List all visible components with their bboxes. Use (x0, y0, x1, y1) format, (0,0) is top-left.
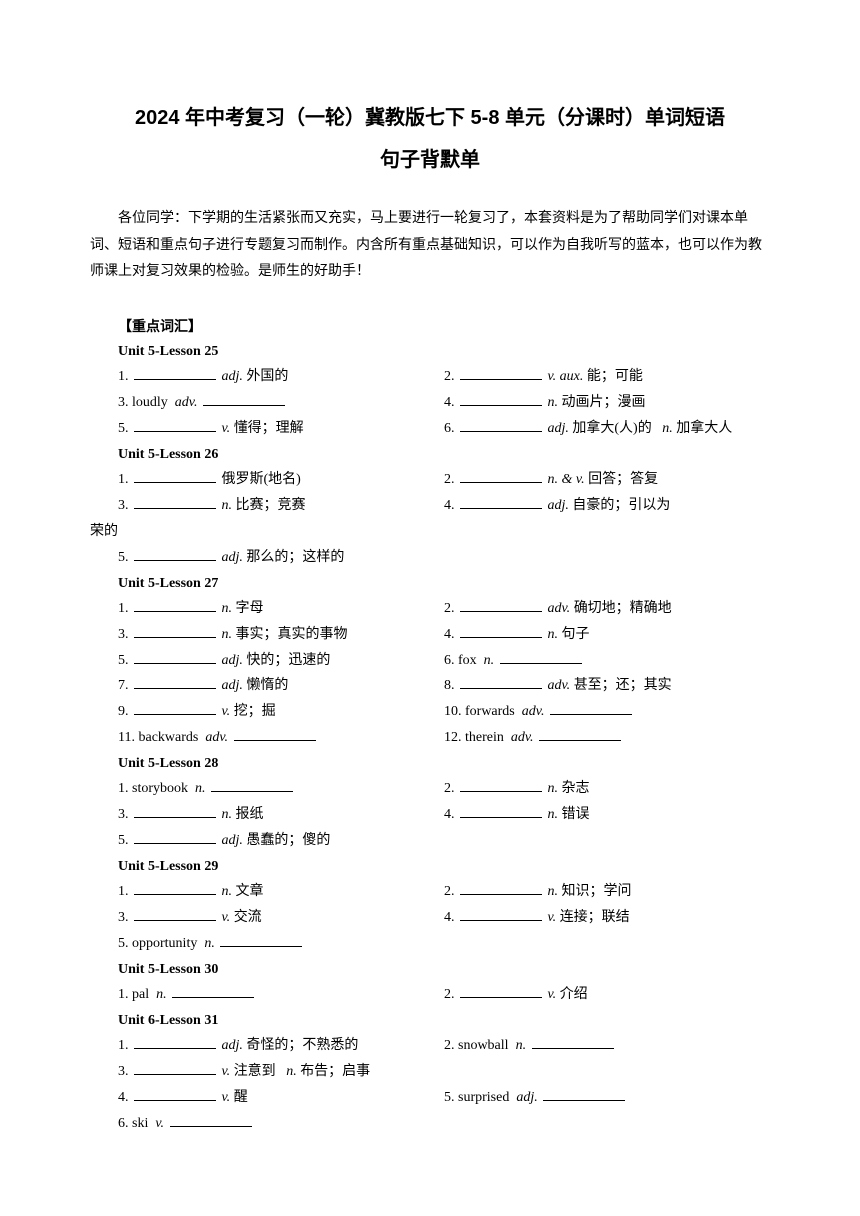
vocab-item: 1. 俄罗斯(地名) (118, 472, 301, 487)
vocab-item: 4. n. 句子 (444, 627, 590, 642)
vocab-content: Unit 5-Lesson 25 1. adj. 外国的 2. v. aux. 能；… (90, 339, 770, 1137)
vocab-item: 5. adj. 愚蠢的；傻的 (118, 833, 330, 848)
vocab-row: 1. adj. 奇怪的；不熟悉的 2. snowball n. (118, 1033, 770, 1059)
vocab-item: 5. opportunity n. (118, 936, 304, 951)
unit-heading: Unit 6-Lesson 31 (118, 1008, 770, 1033)
page-title-1: 2024 年中考复习（一轮）冀教版七下 5-8 单元（分课时）单词短语 (90, 100, 770, 136)
vocab-item: 3. v. 交流 (118, 910, 262, 925)
vocab-row: 5. opportunity n. (118, 931, 770, 957)
page-title-2: 句子背默单 (90, 142, 770, 178)
vocab-row: 3. n. 事实；真实的事物 4. n. 句子 (118, 622, 770, 648)
vocab-item: 1. adj. 奇怪的；不熟悉的 (118, 1038, 358, 1053)
vocab-row: 3. n. 报纸 4. n. 错误 (118, 802, 770, 828)
unit-heading: Unit 5-Lesson 25 (118, 339, 770, 364)
vocab-item: 1. adj. 外国的 (118, 369, 288, 384)
vocab-item: 12. therein adv. (444, 730, 623, 745)
vocab-row: 1. n. 文章 2. n. 知识；学问 (118, 879, 770, 905)
vocab-row: 1. n. 字母 2. adv. 确切地；精确地 (118, 596, 770, 622)
vocab-item: 4. n. 动画片；漫画 (444, 395, 646, 410)
unit-heading: Unit 5-Lesson 30 (118, 957, 770, 982)
unit-heading: Unit 5-Lesson 29 (118, 854, 770, 879)
vocab-item: 3. n. 比赛；竞赛 (118, 498, 306, 513)
vocab-row-wrap: 荣的 (90, 519, 770, 545)
vocab-item: 1. storybook n. (118, 781, 295, 796)
vocab-item: 2. v. aux. 能；可能 (444, 369, 643, 384)
vocab-row: 3. n. 比赛；竞赛 4. adj. 自豪的；引以为 (118, 493, 770, 519)
vocab-item: 3. n. 事实；真实的事物 (118, 627, 348, 642)
vocab-row: 1. pal n. 2. v. 介绍 (118, 982, 770, 1008)
vocab-item: 1. n. 文章 (118, 884, 264, 899)
vocab-item: 2. snowball n. (444, 1038, 616, 1053)
vocab-row: 5. adj. 愚蠢的；傻的 (118, 828, 770, 854)
vocab-row: 4. v. 醒 5. surprised adj. (118, 1085, 770, 1111)
vocab-item: 8. adv. 甚至；还；其实 (444, 678, 672, 693)
vocab-item: 6. fox n. (444, 653, 584, 668)
intro-paragraph: 各位同学：下学期的生活紧张而又充实，马上要进行一轮复习了，本套资料是为了帮助同学… (90, 206, 770, 286)
vocab-row: 9. v. 挖；掘 10. forwards adv. (118, 699, 770, 725)
vocab-item: 4. n. 错误 (444, 807, 590, 822)
vocab-item: 2. n. 知识；学问 (444, 884, 632, 899)
vocab-row: 5. adj. 快的；迅速的 6. fox n. (118, 648, 770, 674)
vocab-row: 11. backwards adv. 12. therein adv. (118, 725, 770, 751)
vocab-row: 5. v. 懂得；理解 6. adj. 加拿大(人)的 n. 加拿大人 (118, 416, 770, 442)
vocab-row: 3. loudly adv. 4. n. 动画片；漫画 (118, 390, 770, 416)
vocab-row: 1. adj. 外国的 2. v. aux. 能；可能 (118, 364, 770, 390)
unit-heading: Unit 5-Lesson 26 (118, 442, 770, 467)
vocab-item: 4. v. 醒 (118, 1090, 248, 1105)
vocab-row: 1. storybook n. 2. n. 杂志 (118, 776, 770, 802)
vocab-item: 2. n. 杂志 (444, 781, 590, 796)
vocab-item: 4. adj. 自豪的；引以为 (444, 498, 670, 513)
vocab-item: 10. forwards adv. (444, 704, 634, 719)
vocab-item: 5. adj. 那么的；这样的 (118, 550, 344, 565)
vocab-item: 7. adj. 懒惰的 (118, 678, 288, 693)
vocab-item: 11. backwards adv. (118, 730, 318, 745)
vocab-item: 3. n. 报纸 (118, 807, 264, 822)
vocab-row: 3. v. 注意到 n. 布告；启事 (118, 1059, 770, 1085)
vocab-item: 1. n. 字母 (118, 601, 264, 616)
vocab-item: 2. adv. 确切地；精确地 (444, 601, 672, 616)
vocab-item: 2. v. 介绍 (444, 987, 588, 1002)
vocab-item: 5. surprised adj. (444, 1090, 627, 1105)
unit-heading: Unit 5-Lesson 28 (118, 751, 770, 776)
vocab-row: 3. v. 交流 4. v. 连接；联结 (118, 905, 770, 931)
vocab-item: 1. pal n. (118, 987, 256, 1002)
vocab-item: 5. adj. 快的；迅速的 (118, 653, 330, 668)
vocab-item: 2. n. & v. 回答；答复 (444, 472, 658, 487)
vocab-item: 5. v. 懂得；理解 (118, 421, 304, 436)
vocab-item: 3. loudly adv. (118, 395, 287, 410)
vocab-row: 6. ski v. (118, 1111, 770, 1137)
vocab-item: 6. ski v. (118, 1116, 254, 1131)
vocab-item: 4. v. 连接；联结 (444, 910, 630, 925)
vocab-item: 6. adj. 加拿大(人)的 n. 加拿大人 (444, 421, 732, 436)
section-heading: 【重点词汇】 (118, 314, 770, 339)
vocab-row: 5. adj. 那么的；这样的 (118, 545, 770, 571)
vocab-item: 9. v. 挖；掘 (118, 704, 276, 719)
vocab-row: 7. adj. 懒惰的 8. adv. 甚至；还；其实 (118, 673, 770, 699)
vocab-item: 3. v. 注意到 n. 布告；启事 (118, 1064, 370, 1079)
unit-heading: Unit 5-Lesson 27 (118, 571, 770, 596)
vocab-row: 1. 俄罗斯(地名) 2. n. & v. 回答；答复 (118, 467, 770, 493)
